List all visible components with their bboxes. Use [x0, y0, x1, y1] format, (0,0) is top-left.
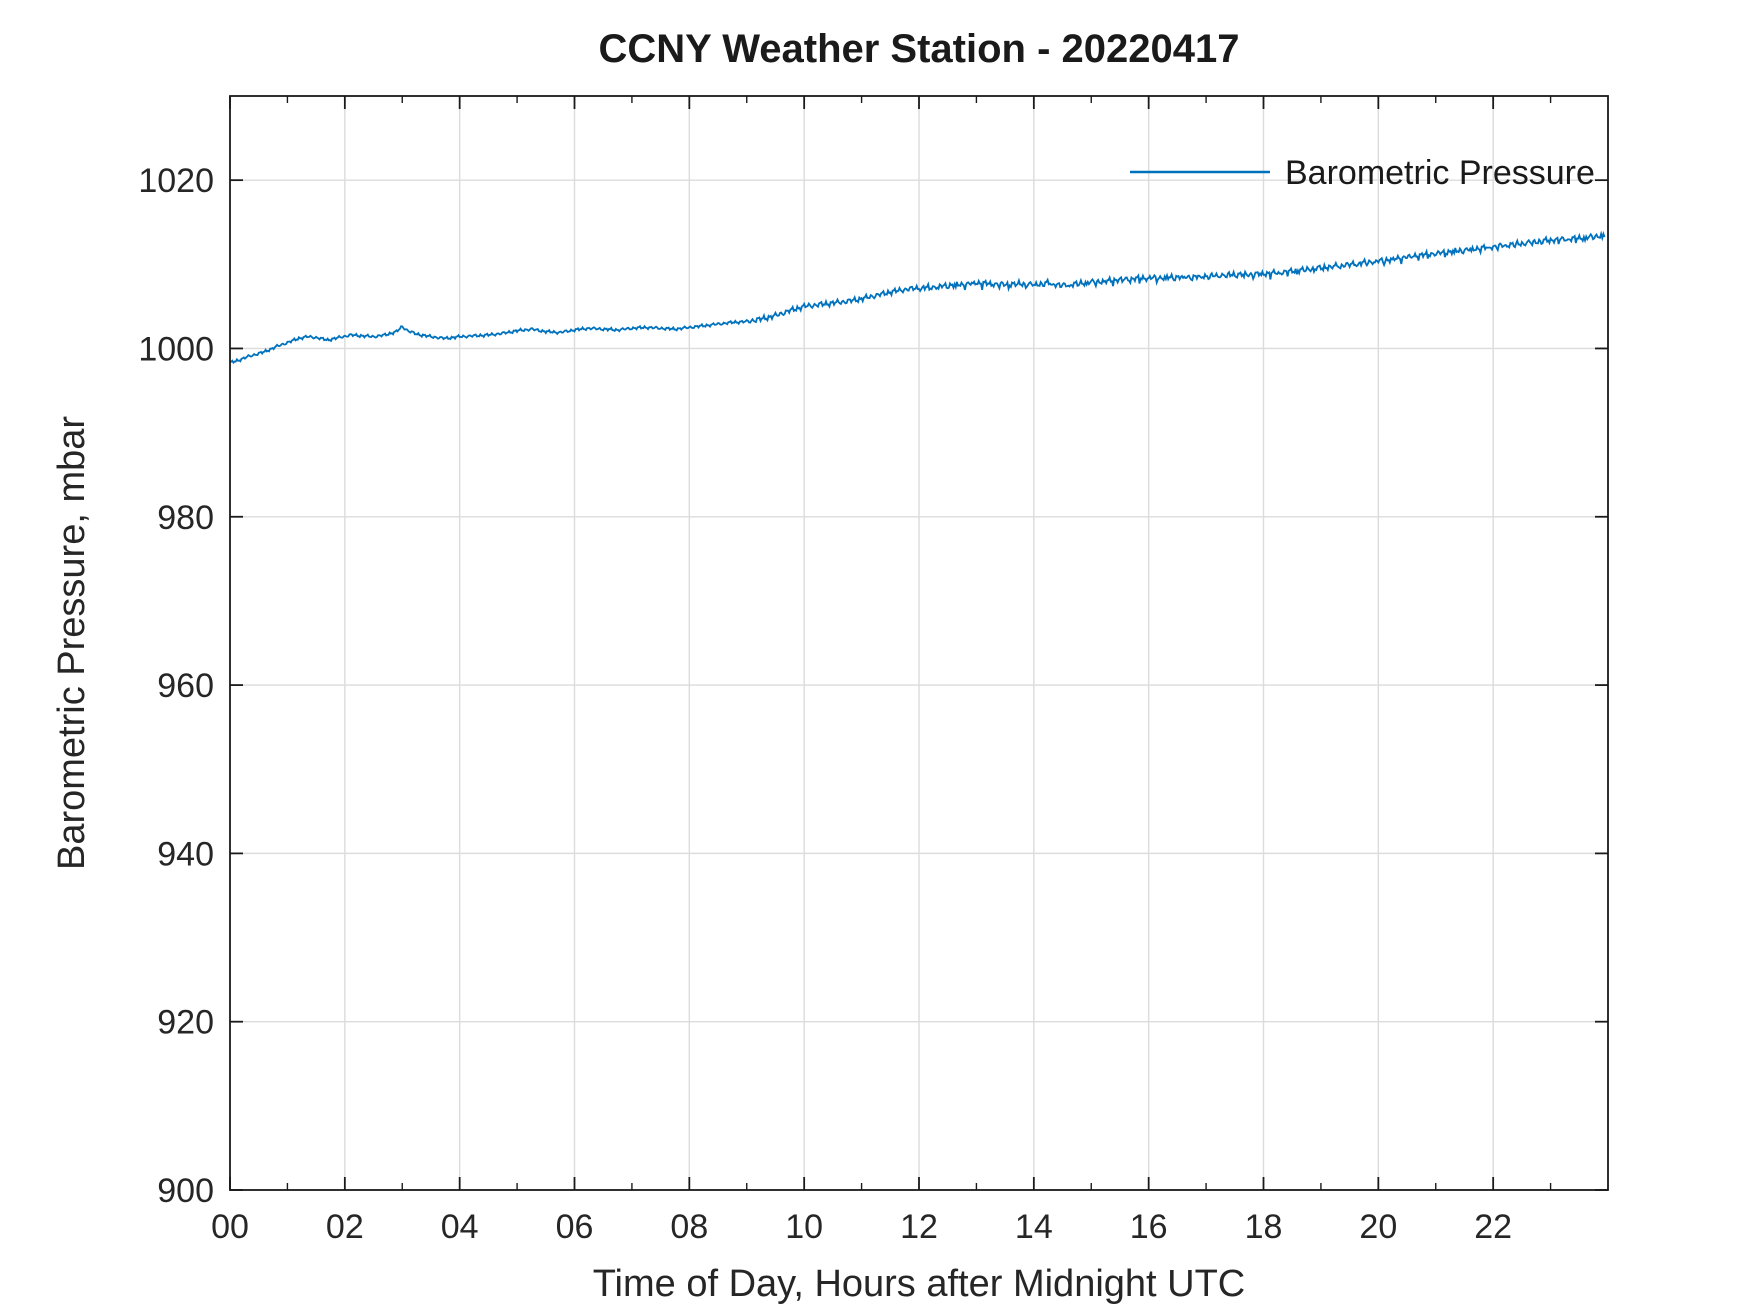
y-axis-label: Barometric Pressure, mbar	[51, 416, 93, 870]
chart-title: CCNY Weather Station - 20220417	[599, 27, 1240, 71]
axes-box	[229, 95, 1609, 1191]
x-tick-label: 22	[1474, 1208, 1512, 1246]
legend-entry-label: Barometric Pressure	[1285, 154, 1595, 192]
x-tick-label: 02	[326, 1208, 364, 1246]
x-tick-label: 04	[441, 1208, 479, 1246]
x-tick-label: 06	[556, 1208, 594, 1246]
tick-labels: 00 02 04 06 08 10 12 14 16 18 20 22 900 920 940 960 980 1…	[138, 162, 1512, 1246]
y-tick-label: 1000	[138, 330, 214, 368]
x-tick-label: 20	[1359, 1208, 1397, 1246]
x-axis-label: Time of Day, Hours after Midnight UTC	[593, 1263, 1246, 1305]
x-tick-label: 12	[900, 1208, 938, 1246]
x-tick-label: 08	[670, 1208, 708, 1246]
y-tick-label: 980	[157, 499, 214, 537]
x-tick-label: 00	[211, 1208, 249, 1246]
x-tick-label: 16	[1130, 1208, 1168, 1246]
barometric-pressure-line	[229, 230, 1606, 365]
x-tick-label: 14	[1015, 1208, 1053, 1246]
x-tick-label: 18	[1245, 1208, 1283, 1246]
y-tick-label: 960	[157, 667, 214, 705]
y-tick-label: 940	[157, 835, 214, 873]
y-tick-label: 900	[157, 1172, 214, 1210]
x-tick-label: 10	[785, 1208, 823, 1246]
y-tick-label: 920	[157, 1004, 214, 1042]
legend: Barometric Pressure	[1130, 154, 1595, 192]
y-tick-label: 1020	[138, 162, 214, 200]
